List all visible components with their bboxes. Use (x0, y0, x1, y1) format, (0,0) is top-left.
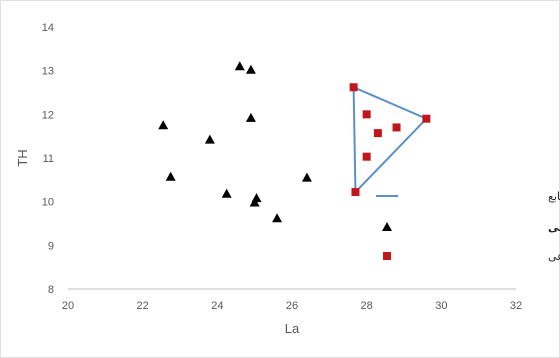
y-tick-label: 10 (42, 197, 54, 209)
synthetic-sediment-point (349, 83, 358, 92)
observed-sediment-point (204, 134, 215, 144)
observed-sediment-point (301, 172, 312, 182)
y-axis-title: TH (15, 149, 30, 166)
y-tick-label: 12 (42, 109, 54, 121)
y-tick-label: 9 (48, 240, 54, 252)
x-tick-label: 24 (211, 300, 223, 312)
source-mean-triangle (352, 85, 429, 195)
legend-label: نمونه‌های رسوب مشاهده‌یی (548, 221, 560, 234)
observed-sediment-point (245, 64, 256, 74)
y-tick-label: 8 (48, 284, 54, 296)
synthetic-sediment-point (362, 110, 371, 119)
y-tick-label: 13 (42, 66, 54, 78)
x-tick-label: 22 (137, 300, 149, 312)
observed-sediment-point (234, 61, 245, 71)
synthetic-sediment-point (362, 152, 371, 161)
synthetic-sediment-point (351, 188, 360, 197)
observed-sediment-point (245, 112, 256, 122)
y-tick-label: 11 (43, 153, 54, 165)
axes: 20 22 24 26 28 30 32 8 9 10 11 12 13 14 La TH (15, 22, 522, 336)
x-tick-label: 32 (510, 300, 522, 312)
synthetic-sediment-point (373, 129, 382, 138)
legend-triangle-swatch (382, 222, 392, 231)
observed-sediment-point (165, 171, 176, 181)
synthetic-sediment-point (392, 123, 401, 132)
synthetic-sediment-point (422, 114, 431, 123)
x-tick-label: 30 (435, 300, 447, 312)
observed-sediment-point (221, 188, 232, 198)
x-tick-label: 26 (286, 300, 298, 312)
y-tick-label: 14 (42, 22, 54, 34)
x-tick-label: 20 (62, 300, 74, 312)
observed-sediment-point (158, 120, 169, 130)
legend-square-swatch (383, 252, 391, 260)
observed-sediment-point (272, 213, 283, 223)
x-tick-label: 28 (361, 300, 373, 312)
legend: میانگین ردیاب‌ها در منابع نمونه‌های رسوب … (376, 190, 560, 263)
legend-label: نمونه‌های رسوب مصنوعی (548, 250, 560, 263)
plot-area (158, 61, 431, 223)
legend-label: میانگین ردیاب‌ها در منابع (548, 190, 560, 203)
observed-sediment-point (249, 197, 260, 207)
x-axis-title: La (285, 321, 300, 336)
